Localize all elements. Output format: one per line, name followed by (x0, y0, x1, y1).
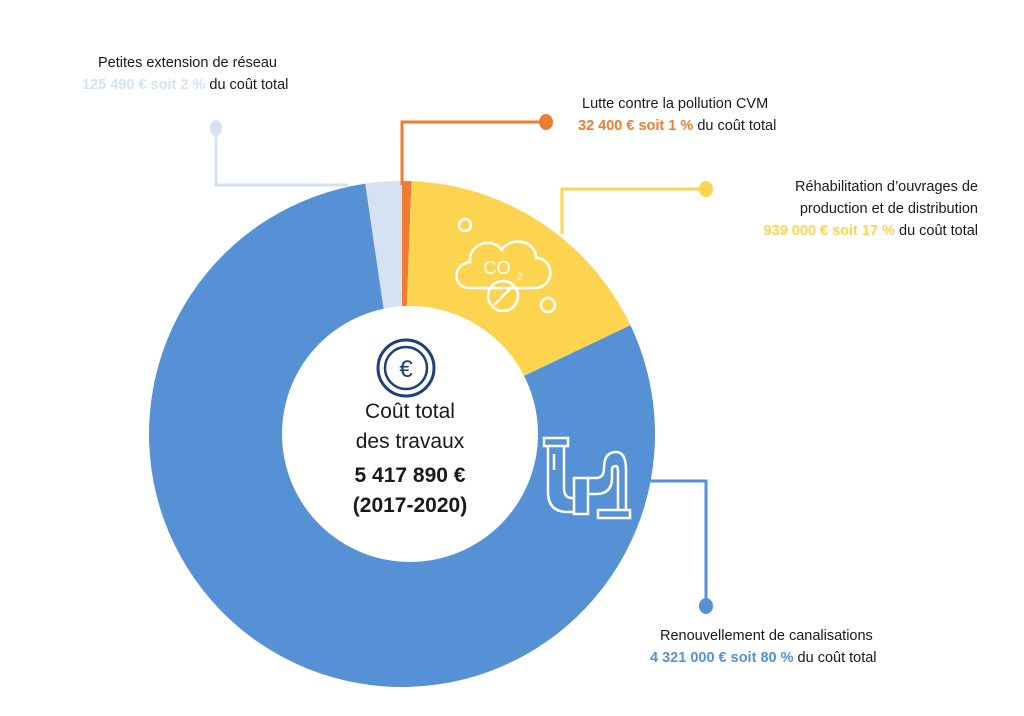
label-rehab-pct: soit 17 % (832, 223, 895, 239)
label-renouv: Renouvellement de canalisations 4 321 00… (650, 625, 877, 669)
leader-line-ext (210, 120, 348, 187)
label-renouv-suffix: du coût total (797, 650, 877, 666)
label-rehab-values: 939 000 € soit 17 % du coût total (700, 220, 978, 242)
label-rehab-suffix: du coût total (899, 223, 978, 239)
svg-text:€: € (399, 356, 413, 383)
label-renouv-amount: 4 321 000 € (650, 650, 727, 666)
label-cvm-pct: soit 1 % (638, 118, 694, 134)
label-rehab-title-1: Réhabilitation d’ouvrages de (795, 179, 978, 195)
center-period: (2017-2020) (352, 494, 468, 517)
label-ext-amount: 125 490 € (82, 77, 147, 93)
center-title-line2: des travaux (355, 430, 465, 453)
label-ext-pct: soit 2 % (150, 77, 206, 93)
pipe-icon (542, 436, 632, 520)
label-rehab-title-2: production et de distribution (799, 201, 978, 217)
label-ext: Petites extension de réseau 125 490 € so… (82, 52, 288, 96)
donut-hole (282, 306, 538, 562)
svg-text:CO: CO (484, 258, 511, 278)
label-cvm-suffix: du coût total (697, 118, 777, 134)
svg-text:2: 2 (517, 271, 523, 283)
leader-line-renouv (650, 479, 713, 614)
leader-line-rehab (560, 181, 713, 234)
center-title-line1: Coût total (365, 400, 455, 423)
center-total-amount: 5 417 890 € (354, 464, 466, 487)
label-ext-title: Petites extension de réseau (98, 55, 277, 71)
label-renouv-pct: soit 80 % (730, 650, 794, 666)
label-cvm: Lutte contre la pollution CVM 32 400 € s… (578, 93, 776, 137)
label-ext-values: 125 490 € soit 2 % du coût total (82, 74, 288, 96)
label-cvm-amount: 32 400 € (578, 118, 635, 134)
label-ext-suffix: du coût total (209, 77, 289, 93)
label-rehab: Réhabilitation d’ouvrages de production … (700, 176, 978, 242)
label-renouv-title: Renouvellement de canalisations (660, 628, 873, 644)
label-rehab-amount: 939 000 € (763, 223, 829, 239)
co2-cloud-icon: CO 2 (455, 217, 557, 314)
label-cvm-values: 32 400 € soit 1 % du coût total (578, 115, 776, 137)
euro-icon: € (376, 338, 436, 398)
leader-line-cvm (400, 114, 553, 185)
label-renouv-values: 4 321 000 € soit 80 % du coût total (650, 647, 877, 669)
label-cvm-title: Lutte contre la pollution CVM (582, 96, 769, 112)
